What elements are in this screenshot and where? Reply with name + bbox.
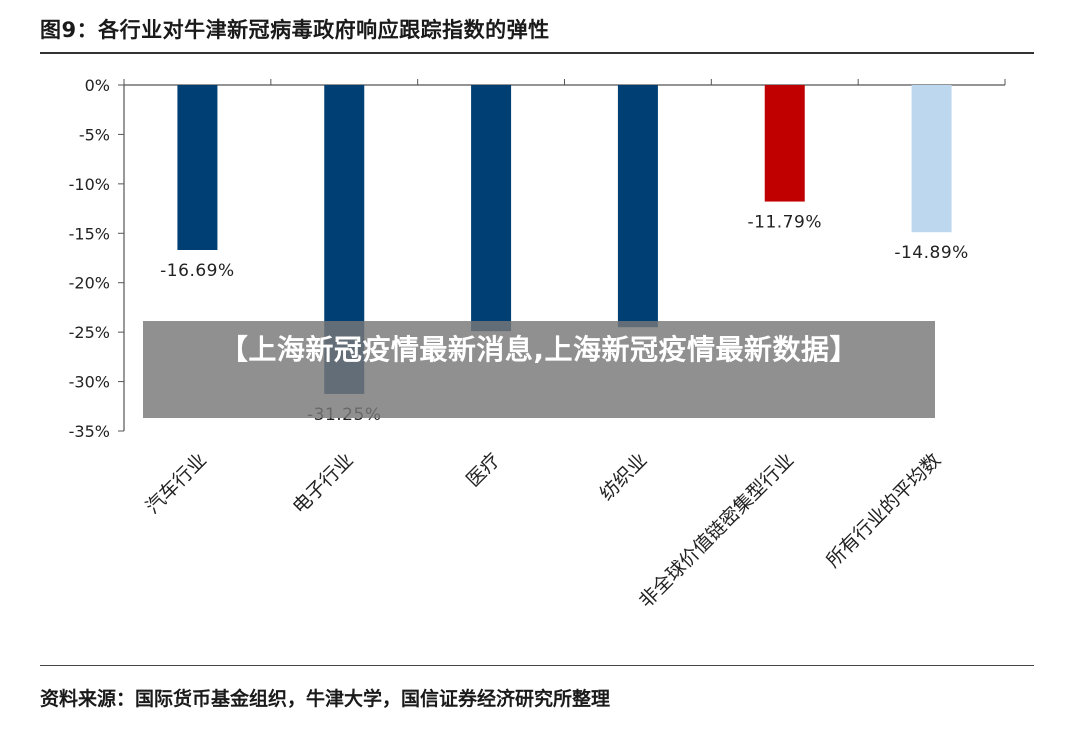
source-note: 资料来源：国际货币基金组织，牛津大学，国信证券经济研究所整理 <box>40 688 611 710</box>
chart-bars <box>177 85 952 394</box>
y-tick-label: -25% <box>69 323 110 342</box>
top-divider <box>40 52 1034 54</box>
y-tick-label: -10% <box>69 175 110 194</box>
bar <box>911 85 952 233</box>
y-tick-label: -20% <box>69 274 110 293</box>
category-label: 汽车行业 <box>142 449 211 518</box>
bar <box>471 85 512 332</box>
data-label: -11.79% <box>748 213 822 233</box>
data-label: -14.89% <box>894 243 968 263</box>
category-label: 非全球价值链密集型行业 <box>635 449 798 612</box>
figure-title: 图9：各行业对牛津新冠病毒政府响应跟踪指数的弹性 <box>40 18 550 42</box>
category-label: 电子行业 <box>288 449 357 518</box>
category-label: 医疗 <box>462 449 504 491</box>
category-label: 所有行业的平均数 <box>822 449 945 572</box>
bar <box>617 85 658 328</box>
bar <box>764 85 805 202</box>
bar-chart: 0% -5% -10% -15% -20% -25% -30% -35% -16.69% 汽车行… <box>69 76 1006 612</box>
bottom-divider <box>40 665 1034 666</box>
category-label: 纺织业 <box>596 449 652 505</box>
data-label: -16.69% <box>160 261 234 281</box>
y-tick-label: -30% <box>69 373 110 392</box>
y-tick-label: -35% <box>69 422 110 441</box>
y-tick-label: -15% <box>69 224 110 243</box>
y-tick-label: 0% <box>85 76 110 95</box>
chart-axes: 0% -5% -10% -15% -20% -25% -30% -35% <box>69 76 1006 441</box>
overlay-banner: 【上海新冠疫情最新消息,上海新冠疫情最新数据】 <box>143 321 935 418</box>
y-tick-label: -5% <box>79 125 110 144</box>
bar <box>177 85 218 250</box>
